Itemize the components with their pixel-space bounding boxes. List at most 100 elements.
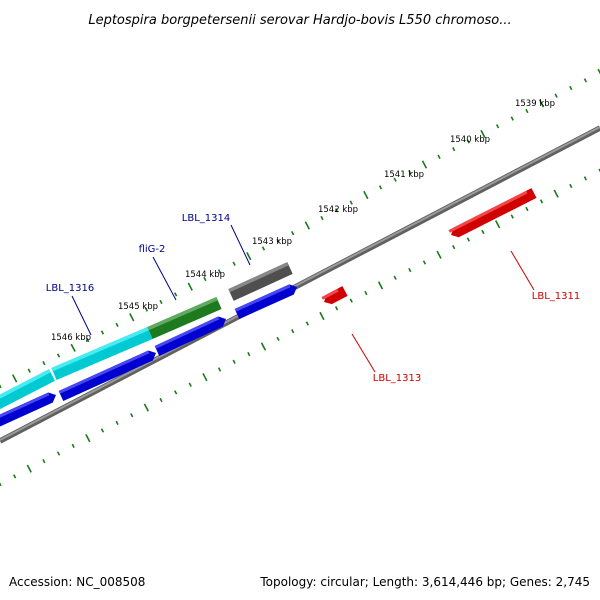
scale-label: 1545 kbp bbox=[118, 302, 158, 312]
gene-label-lbl-1316: LBL_1316 bbox=[46, 283, 94, 294]
minor-tick bbox=[305, 321, 310, 326]
minor-tick bbox=[217, 269, 222, 274]
major-tick bbox=[11, 374, 18, 383]
major-tick bbox=[143, 403, 150, 412]
minor-tick bbox=[56, 451, 61, 456]
major-tick bbox=[363, 190, 369, 200]
minor-tick bbox=[71, 443, 75, 448]
minor-tick bbox=[334, 306, 339, 311]
major-tick bbox=[538, 99, 545, 108]
minor-tick bbox=[115, 322, 119, 328]
major-tick bbox=[26, 464, 32, 473]
minor-tick bbox=[481, 229, 485, 235]
major-tick bbox=[553, 189, 559, 198]
minor-tick bbox=[349, 298, 353, 303]
minor-tick bbox=[232, 261, 236, 266]
major-tick bbox=[304, 221, 311, 230]
minor-tick bbox=[0, 384, 2, 389]
minor-tick bbox=[173, 292, 178, 297]
minor-tick bbox=[452, 245, 456, 250]
scale-label: 1541 kbp bbox=[384, 170, 424, 180]
feature-track bbox=[0, 188, 537, 427]
inner-tick-ring bbox=[0, 168, 600, 487]
minor-tick bbox=[144, 307, 149, 312]
minor-tick bbox=[569, 183, 573, 189]
minor-tick bbox=[159, 397, 163, 403]
minor-tick bbox=[276, 238, 280, 243]
minor-tick bbox=[173, 390, 178, 395]
minor-tick bbox=[27, 368, 31, 373]
feature-block-gray bbox=[228, 262, 293, 301]
minor-tick bbox=[525, 206, 529, 212]
label-leader-lbl-1316 bbox=[71, 295, 92, 336]
gene-labels: LBL_1316 fliG-2 LBL_1314 LBL_1313 LBL_1311 bbox=[46, 213, 580, 384]
label-leader-lbl-1311 bbox=[510, 250, 535, 291]
scale-label: 1542 kbp bbox=[318, 205, 358, 215]
minor-tick bbox=[100, 428, 105, 433]
minor-tick bbox=[159, 299, 163, 305]
major-tick bbox=[597, 68, 600, 75]
major-tick bbox=[319, 311, 325, 321]
minor-tick bbox=[393, 275, 397, 280]
minor-tick bbox=[466, 139, 471, 144]
minor-tick bbox=[0, 482, 2, 487]
gene-label-lbl-1313: LBL_1313 bbox=[373, 373, 421, 384]
minor-tick bbox=[495, 124, 500, 129]
backbone-line bbox=[0, 125, 600, 444]
major-tick bbox=[421, 160, 428, 169]
scale-label: 1540 kbp bbox=[450, 135, 490, 145]
feature-block-green bbox=[147, 297, 222, 339]
minor-tick bbox=[569, 85, 573, 91]
major-tick bbox=[129, 313, 135, 322]
accession-text: Accession: NC_008508 bbox=[9, 575, 145, 589]
minor-tick bbox=[349, 200, 353, 205]
minor-tick bbox=[598, 168, 600, 173]
major-tick bbox=[480, 129, 486, 138]
minor-tick bbox=[334, 208, 339, 213]
minor-tick bbox=[42, 360, 46, 366]
cds-forward bbox=[154, 316, 226, 356]
minor-tick bbox=[188, 382, 192, 387]
minor-tick bbox=[408, 267, 412, 273]
gene-label-lbl-1311: LBL_1311 bbox=[532, 291, 580, 302]
minor-tick bbox=[422, 260, 427, 265]
minor-tick bbox=[291, 231, 295, 236]
scale-labels: 1539 kbp 1540 kbp 1541 kbp 1542 kbp 1543 kbp… bbox=[51, 99, 555, 343]
cds-forward bbox=[234, 284, 297, 319]
major-tick bbox=[202, 372, 208, 382]
major-tick bbox=[377, 281, 384, 290]
minor-tick bbox=[525, 108, 529, 114]
label-leader-lbl-1313 bbox=[351, 333, 376, 373]
label-leader-lbl-1314 bbox=[230, 224, 251, 266]
gene-label-lbl-1314: LBL_1314 bbox=[182, 213, 230, 224]
label-leader-flig-2 bbox=[152, 256, 177, 301]
cds-reverse bbox=[448, 188, 537, 238]
cds-forward bbox=[58, 350, 157, 401]
major-tick bbox=[246, 252, 252, 261]
minor-tick bbox=[247, 352, 251, 357]
minor-tick bbox=[393, 177, 397, 182]
minor-tick bbox=[276, 336, 280, 341]
minor-tick bbox=[378, 185, 383, 190]
scale-label: 1543 kbp bbox=[252, 237, 292, 247]
minor-tick bbox=[320, 215, 324, 221]
major-tick bbox=[187, 282, 193, 291]
cds-reverse bbox=[321, 286, 348, 305]
scale-label: 1544 kbp bbox=[185, 270, 225, 280]
minor-tick bbox=[232, 359, 236, 364]
major-tick bbox=[70, 343, 76, 352]
minor-tick bbox=[56, 353, 61, 358]
feature-block-cyan bbox=[51, 327, 153, 380]
minor-tick bbox=[452, 147, 456, 152]
scale-label: 1546 kbp bbox=[51, 333, 91, 343]
minor-tick bbox=[203, 276, 207, 282]
minor-tick bbox=[583, 176, 588, 181]
minor-tick bbox=[510, 214, 514, 219]
gene-label-flig-2: fliG-2 bbox=[139, 244, 166, 255]
summary-text: Topology: circular; Length: 3,614,446 bp… bbox=[259, 575, 590, 589]
major-tick bbox=[260, 342, 267, 351]
minor-tick bbox=[130, 413, 134, 418]
minor-tick bbox=[364, 290, 368, 296]
minor-tick bbox=[115, 420, 119, 426]
